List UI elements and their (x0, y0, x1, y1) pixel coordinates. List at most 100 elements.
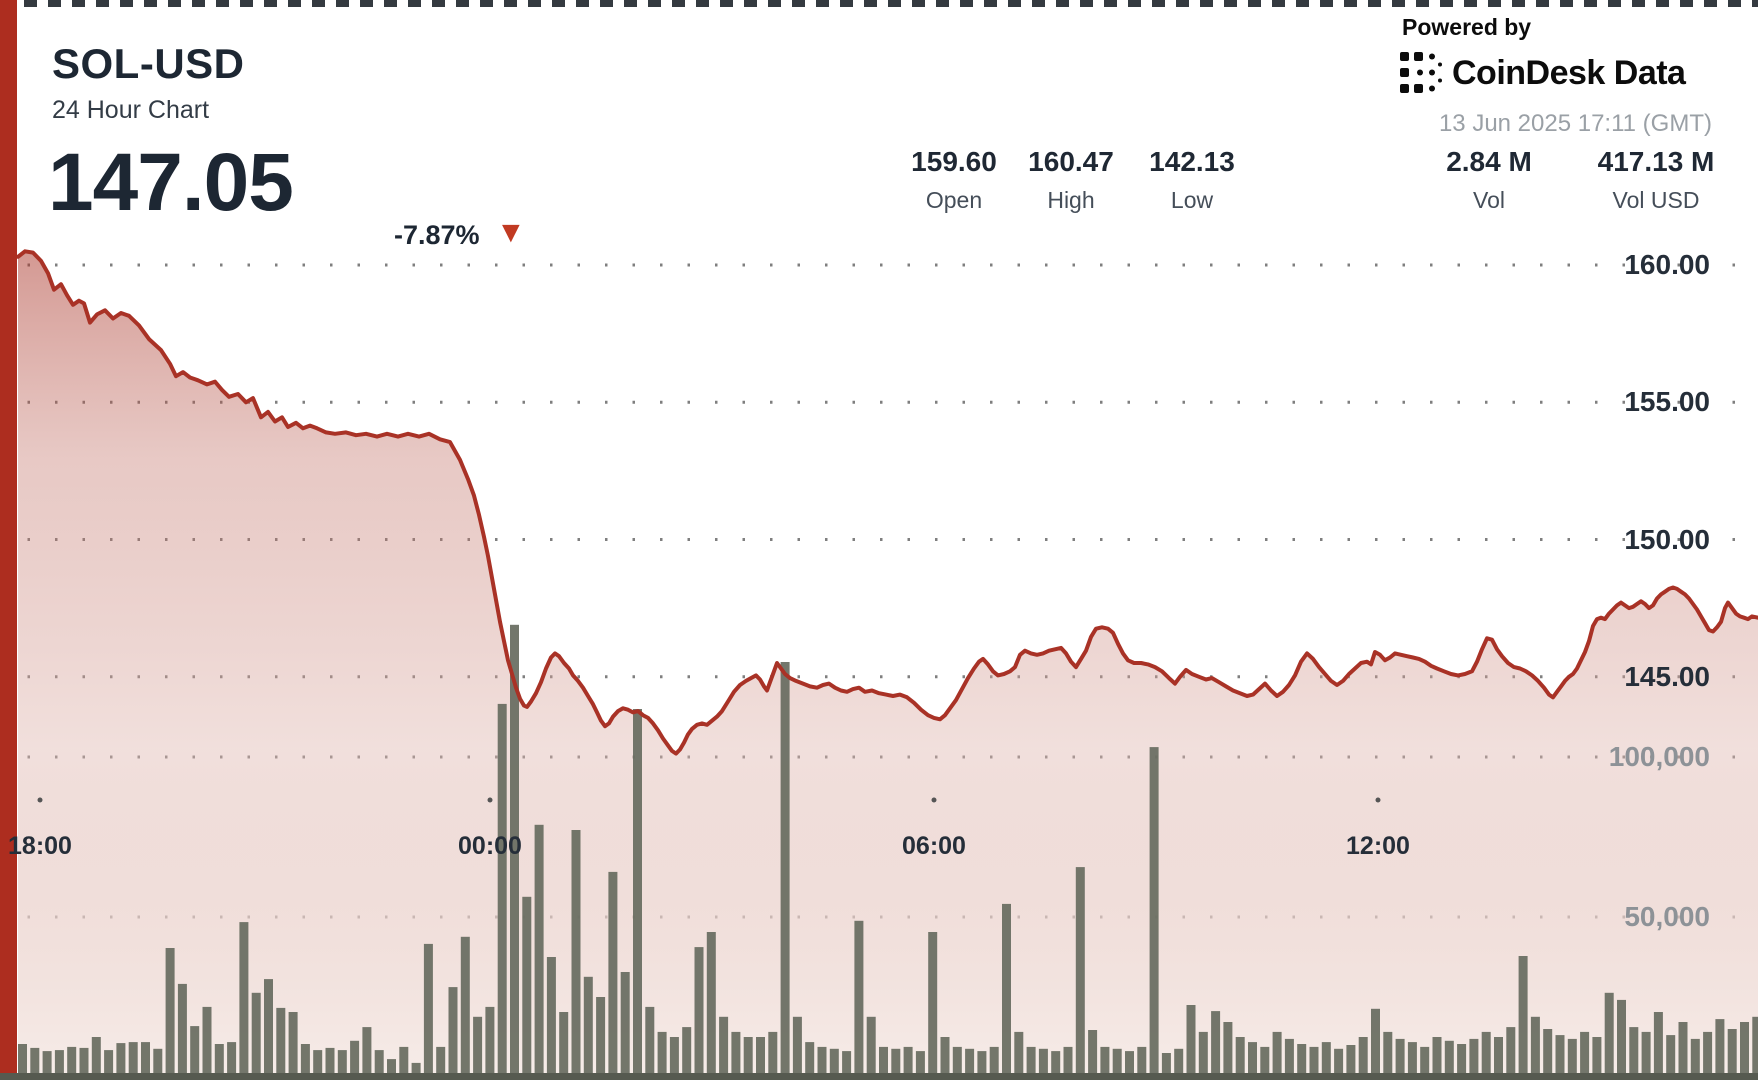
volume-bar (288, 1012, 298, 1080)
stat-label: Vol (1473, 187, 1505, 213)
volume-bar (768, 1031, 778, 1080)
volume-bar (1457, 1044, 1467, 1080)
volume-bar (1617, 999, 1626, 1080)
volume-bar (1592, 1037, 1602, 1080)
volume-bar (387, 1059, 396, 1080)
volume-bar (1235, 1037, 1245, 1080)
volume-bar (1149, 747, 1159, 1080)
price-axis-label: 155.00 (1624, 386, 1710, 418)
volume-bar (1715, 1019, 1725, 1080)
time-tick-dot (1375, 797, 1381, 803)
volume-axis-label: 50,000 (1624, 901, 1710, 932)
time-tick-dot (37, 797, 43, 803)
volume-bar (756, 1037, 765, 1080)
top-dashed-border (0, 0, 1758, 7)
volume-bar (1223, 1022, 1233, 1080)
stat-label: Low (1170, 187, 1214, 213)
time-tick-dot (487, 797, 493, 803)
volume-bar (1740, 1022, 1749, 1080)
volume-bar (436, 1046, 446, 1080)
volume-bar (1530, 1016, 1540, 1080)
volume-bar (485, 1006, 495, 1080)
time-axis-label: 18:00 (8, 832, 72, 860)
price-axis-label: 145.00 (1624, 660, 1710, 692)
volume-bar (1481, 1031, 1491, 1080)
volume-bar (1580, 1031, 1590, 1080)
volume-bar (633, 709, 642, 1080)
volume-bar (1174, 1048, 1184, 1080)
volume-bar (497, 703, 507, 1080)
volume-bar (1161, 1053, 1171, 1080)
volume-bar (1395, 1038, 1405, 1080)
volume-bar (1137, 1046, 1147, 1080)
volume-bar (891, 1048, 901, 1080)
volume-bar (965, 1048, 975, 1080)
volume-bar (743, 1037, 753, 1080)
down-triangle-icon: ▼ (496, 216, 526, 249)
volume-bar (522, 896, 532, 1080)
volume-bar (1629, 1027, 1639, 1080)
volume-bar (1002, 903, 1011, 1080)
volume-bar (952, 1046, 962, 1080)
volume-bar (1100, 1046, 1110, 1080)
volume-bar (399, 1046, 409, 1080)
time-axis-label: 00:00 (458, 832, 522, 860)
volume-bar (694, 947, 704, 1080)
volume-bar (719, 1016, 729, 1080)
volume-bar (1555, 1035, 1565, 1080)
volume-bar (842, 1051, 852, 1080)
volume-bar (177, 983, 187, 1080)
volume-bar (879, 1046, 888, 1080)
volume-bar (1678, 1022, 1688, 1080)
volume-bar (669, 1037, 679, 1080)
volume-bar (1334, 1048, 1344, 1080)
volume-bar (42, 1051, 52, 1080)
time-tick-dot (931, 797, 937, 803)
volume-bar (313, 1050, 323, 1080)
volume-bar (1752, 1016, 1758, 1080)
volume-bar (1727, 1029, 1737, 1080)
volume-bar (1186, 1005, 1196, 1080)
volume-bar (264, 979, 273, 1080)
volume-bar (214, 1044, 224, 1080)
volume-bar (1666, 1035, 1676, 1080)
volume-bars (18, 624, 1758, 1080)
volume-bar (805, 1042, 815, 1080)
volume-axis-label: 100,000 (1608, 741, 1710, 772)
volume-bar (91, 1037, 101, 1080)
volume-bar (1026, 1046, 1036, 1080)
time-axis-label: 06:00 (902, 832, 966, 860)
volume-bar (1211, 1011, 1221, 1080)
page-title: SOL-USD (52, 40, 245, 87)
volume-bar (325, 1047, 335, 1080)
left-red-stripe (0, 0, 17, 1080)
stat-value: 160.47 (1028, 146, 1114, 177)
volume-bar (534, 824, 544, 1080)
volume-bar (1543, 1029, 1553, 1080)
volume-bar (817, 1046, 827, 1080)
volume-bar (1604, 992, 1614, 1080)
volume-bar (1506, 1027, 1516, 1080)
volume-bar (276, 1007, 286, 1080)
volume-bar (337, 1050, 347, 1080)
stat-label: Open (925, 187, 983, 213)
volume-bar (227, 1042, 237, 1080)
volume-bar (1653, 1012, 1663, 1080)
volume-bar (473, 1016, 483, 1080)
stat-low: 142.13 Low (1149, 146, 1235, 214)
volume-bar (251, 992, 261, 1080)
volume-bar (350, 1040, 360, 1080)
stat-vol: 2.84 M Vol (1446, 146, 1532, 214)
volume-bar (1494, 1037, 1503, 1080)
volume-bar (1051, 1051, 1061, 1080)
price-line (16, 249, 1758, 756)
volume-bar (940, 1037, 950, 1080)
powered-by-label: Powered by (1402, 14, 1532, 40)
volume-bar (1063, 1046, 1073, 1080)
price-axis-label: 160.00 (1624, 249, 1710, 280)
stat-label: Vol USD (1612, 187, 1700, 213)
volume-bar (374, 1050, 384, 1080)
volume-bar (1469, 1038, 1479, 1080)
